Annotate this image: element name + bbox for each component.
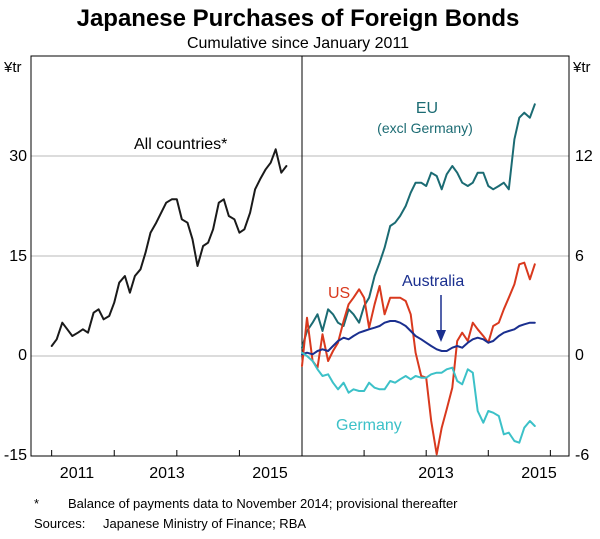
y-tick-label-right: 0 xyxy=(575,347,584,364)
sources-text: Japanese Ministry of Finance; RBA xyxy=(103,516,306,531)
series-label-all-countries: All countries* xyxy=(134,136,227,153)
series-label-us: US xyxy=(328,285,350,302)
x-axis-labels: 2011 2013 2015 2013 2015 xyxy=(60,465,557,482)
x-tick-label: 2013 xyxy=(418,465,454,482)
sources-label: Sources: xyxy=(34,516,85,531)
x-tick-label: 2015 xyxy=(252,465,288,482)
series-label-eu: EU xyxy=(416,100,438,117)
right-axis-unit: ¥tr xyxy=(572,59,591,76)
australia-arrow xyxy=(436,295,446,342)
y-tick-label-right: 12 xyxy=(575,148,593,165)
x-tick-label: 2011 xyxy=(60,465,95,482)
y-tick-label-right: -6 xyxy=(575,447,589,464)
series-label-australia: Australia xyxy=(402,273,464,290)
footnote-text: Balance of payments data to November 201… xyxy=(68,496,458,511)
chart-subtitle: Cumulative since January 2011 xyxy=(187,35,409,52)
y-tick-label-right: 6 xyxy=(575,248,584,265)
series-line-australia xyxy=(301,320,536,356)
footnote-marker: * xyxy=(34,496,39,511)
series-label-germany: Germany xyxy=(336,417,402,434)
y-tick-label-left: 30 xyxy=(9,148,27,165)
series-line-eu-excl-germany xyxy=(301,103,536,349)
y-tick-label-left: 15 xyxy=(9,248,27,265)
chart-title: Japanese Purchases of Foreign Bonds xyxy=(77,5,520,32)
series-lines xyxy=(50,103,536,456)
x-axis-ticks xyxy=(51,450,551,456)
left-y-axis-labels: 30 15 0 -15 xyxy=(4,148,27,464)
y-tick-label-left: -15 xyxy=(4,447,27,464)
plot-frame xyxy=(30,55,570,457)
series-line-us xyxy=(301,261,536,456)
x-tick-label: 2013 xyxy=(149,465,185,482)
y-tick-label-left: 0 xyxy=(18,347,27,364)
series-label-eu-sub: (excl Germany) xyxy=(377,120,473,136)
series-line-germany xyxy=(301,351,536,444)
series-line-all-countries xyxy=(50,148,288,347)
right-y-axis-labels: 12 6 0 -6 xyxy=(575,148,593,464)
x-tick-label: 2015 xyxy=(521,465,557,482)
left-axis-unit: ¥tr xyxy=(3,59,22,76)
